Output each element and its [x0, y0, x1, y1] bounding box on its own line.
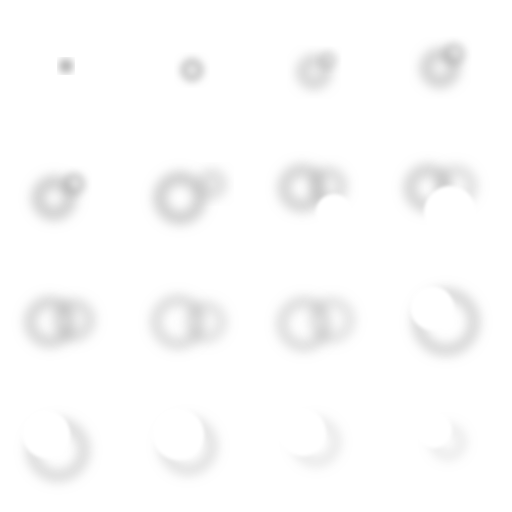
smoke-puff: [278, 164, 326, 212]
smoke-frame-06: [154, 170, 226, 224]
smoke-frame-08: [404, 164, 477, 238]
smoke-puff: [32, 176, 76, 220]
smoke-puff: [62, 172, 86, 196]
smoke-frame-01: [59, 59, 73, 73]
smoke-puff: [180, 58, 204, 82]
smoke-frame-10: [151, 295, 226, 349]
smoke-frame-14: [152, 408, 217, 475]
smoke-puff: [25, 297, 75, 347]
smoke-puff: [442, 42, 466, 66]
smoke-puff: [277, 297, 331, 351]
smoke-puff: [59, 59, 73, 73]
smoke-frame-07: [278, 164, 352, 230]
smoke-puff: [154, 172, 206, 224]
smoke-frame-12: [410, 286, 479, 355]
smoke-frame-15: [278, 408, 340, 466]
smoke-dissipation-gap: [152, 408, 204, 460]
smoke-frame-02: [180, 58, 204, 82]
smoke-puff: [297, 55, 331, 89]
smoke-puff: [198, 170, 226, 198]
smoke-frame-13: [22, 410, 89, 481]
smoke-puff: [186, 302, 226, 342]
smoke-dissipation-gap: [424, 186, 476, 238]
smoke-frame-09: [25, 297, 95, 347]
smoke-puff: [53, 299, 95, 341]
smoke-dissipation-gap: [278, 408, 326, 456]
smoke-dissipation-gap: [316, 194, 352, 230]
smoke-dissipation-gap: [416, 412, 452, 448]
smoke-frame-05: [32, 172, 86, 220]
smoke-puff: [310, 298, 354, 342]
smoke-frame-11: [277, 297, 354, 351]
smoke-puff: [151, 295, 205, 349]
smoke-frame-04: [420, 42, 466, 88]
smoke-puff: [420, 48, 460, 88]
smoke-dissipation-gap: [22, 410, 70, 458]
smoke-puff: [319, 51, 337, 69]
smoke-frame-03: [297, 51, 337, 89]
smoke-dissipation-gap: [410, 286, 454, 330]
smoke-frame-16: [416, 412, 465, 459]
